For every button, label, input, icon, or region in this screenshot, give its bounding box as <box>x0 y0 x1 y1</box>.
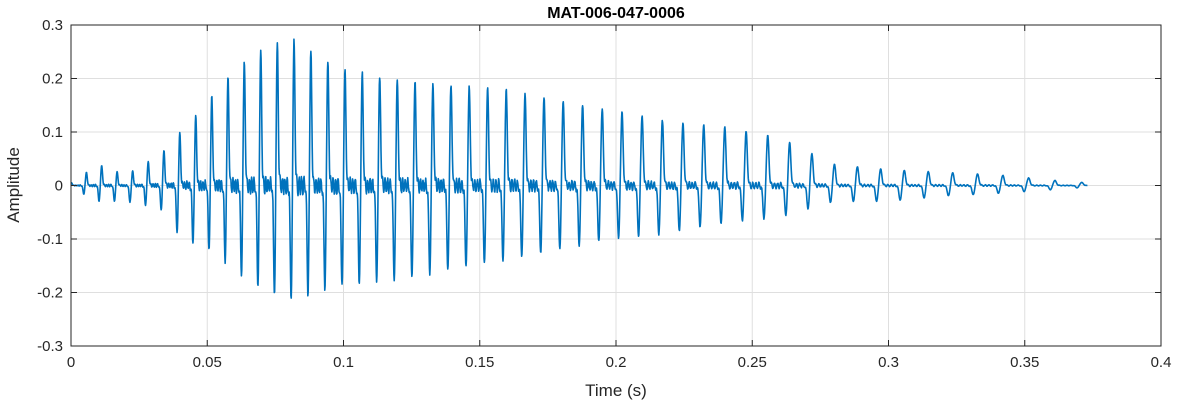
y-axis-label: Amplitude <box>4 147 23 223</box>
x-tick-label: 0.2 <box>606 354 627 371</box>
y-tick-label: -0.3 <box>37 338 63 355</box>
x-tick-label: 0.25 <box>738 354 767 371</box>
x-tick-label: 0.4 <box>1151 354 1172 371</box>
y-tick-label: -0.1 <box>37 231 63 248</box>
y-tick-label: 0.1 <box>42 124 63 141</box>
x-tick-label: 0.35 <box>1010 354 1039 371</box>
y-tick-label: 0 <box>55 178 63 195</box>
chart-title: MAT-006-047-0006 <box>547 5 685 22</box>
ticks-group: 0 0.05 0.1 0.15 0.2 0.25 0.3 0.35 0.4 -0.3 -0.2 -0.… <box>37 17 1171 371</box>
x-axis-label: Time (s) <box>585 381 647 400</box>
x-tick-label: 0.1 <box>333 354 354 371</box>
y-tick-label: 0.3 <box>42 17 63 34</box>
x-tick-label: 0 <box>67 354 75 371</box>
y-tick-label: -0.2 <box>37 285 63 302</box>
y-tick-label: 0.2 <box>42 71 63 88</box>
x-tick-label: 0.05 <box>193 354 222 371</box>
series-group <box>70 38 1088 299</box>
series-line <box>70 38 1088 299</box>
x-tick-label: 0.15 <box>465 354 494 371</box>
x-tick-label: 0.3 <box>878 354 899 371</box>
